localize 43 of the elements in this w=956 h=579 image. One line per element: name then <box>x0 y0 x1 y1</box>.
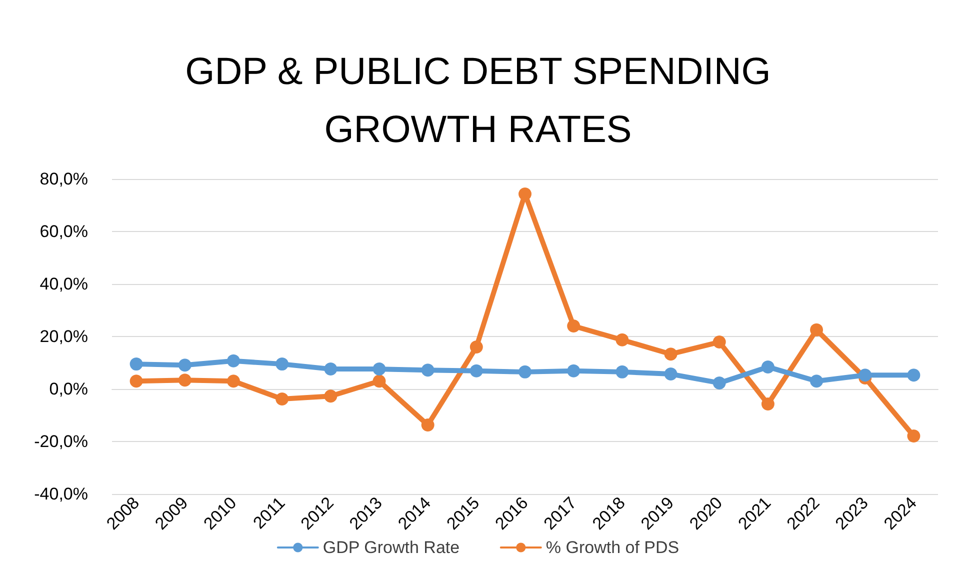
point <box>616 365 629 378</box>
point <box>130 358 143 371</box>
point <box>178 358 192 372</box>
point <box>276 358 289 371</box>
point <box>470 364 483 378</box>
point <box>226 354 240 368</box>
point <box>470 340 483 354</box>
point <box>130 374 143 388</box>
y-tick-label: 80,0% <box>40 170 88 188</box>
legend-label: GDP Growth Rate <box>322 538 460 557</box>
point <box>761 397 774 410</box>
point <box>518 365 532 378</box>
point <box>810 323 824 336</box>
point <box>858 368 872 382</box>
point <box>178 374 192 387</box>
point <box>907 368 920 382</box>
point <box>616 333 629 346</box>
point <box>518 187 532 200</box>
chart-title: GDP & PUBLIC DEBT SPENDING GROWTH RATES <box>185 51 771 151</box>
point <box>567 320 580 332</box>
point <box>664 348 678 361</box>
point <box>421 418 434 432</box>
point <box>567 364 580 378</box>
y-tick-label: -20,0% <box>34 432 88 451</box>
point <box>324 362 338 376</box>
point <box>810 374 824 388</box>
point <box>664 368 678 381</box>
point <box>712 336 726 349</box>
y-tick-label: 40,0% <box>40 274 88 294</box>
legend-label: % Growth of PDS <box>546 538 680 557</box>
point <box>372 374 386 388</box>
point <box>372 362 386 376</box>
y-tick-label: -40,0% <box>34 484 88 504</box>
point <box>761 360 774 374</box>
y-tick-label: 20,0% <box>40 327 88 346</box>
point <box>421 364 434 377</box>
y-tick-label: 0,0% <box>49 380 88 398</box>
point <box>324 390 338 403</box>
point <box>226 374 240 388</box>
y-tick-label: 60,0% <box>40 222 88 241</box>
point <box>907 429 920 442</box>
point <box>712 376 726 390</box>
point <box>276 392 289 406</box>
